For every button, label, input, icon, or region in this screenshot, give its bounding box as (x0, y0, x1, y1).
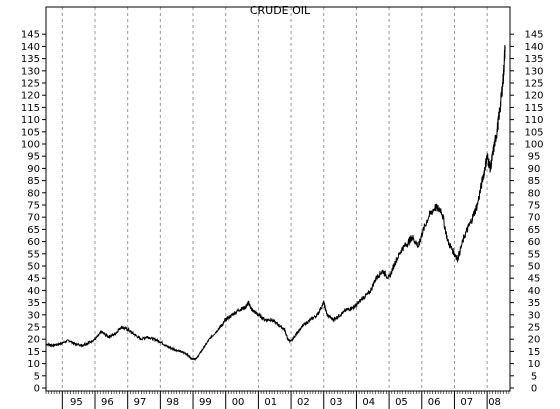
y-tick-label-left: 110 (21, 115, 40, 126)
year-axis: 95 96 97 98 99 00 01 02 03 04 05 06 07 08 (45, 391, 510, 409)
y-tick-label-left: 45 (27, 274, 40, 285)
y-tick-label-right: 105 (524, 127, 543, 138)
y-tick-label-left: 60 (27, 237, 40, 248)
y-tick-label-right: 0 (531, 384, 537, 395)
y-tick-label-right: 75 (528, 201, 541, 212)
y-tick-label-right: 15 (528, 347, 541, 358)
y-tick-label-left: 70 (27, 213, 40, 224)
y-tick-label-right: 50 (528, 262, 541, 273)
y-tick-label-right: 110 (524, 115, 543, 126)
y-tick-label-left: 50 (27, 262, 40, 273)
y-tick-label-left: 130 (21, 66, 40, 77)
y-tick-label-right: 10 (528, 359, 541, 370)
y-tick-label-right: 55 (528, 249, 541, 260)
x-tick-label: 96 (101, 397, 114, 408)
y-tick-label-left: 10 (27, 359, 40, 370)
y-tick-label-right: 20 (528, 335, 541, 346)
x-tick-label: 97 (134, 397, 147, 408)
y-tick-label-left: 100 (21, 140, 40, 151)
y-tick-label-left: 95 (27, 152, 40, 163)
x-tick-label: 04 (362, 397, 375, 408)
y-tick-label-left: 145 (21, 30, 40, 41)
y-tick-label-left: 90 (27, 164, 40, 175)
x-tick-label: 05 (395, 397, 408, 408)
y-tick-label-left: 75 (27, 201, 40, 212)
y-tick-label-right: 70 (528, 213, 541, 224)
y-tick-label-right: 80 (528, 188, 541, 199)
y-tick-label-right: 85 (528, 176, 541, 187)
y-tick-label-right: 35 (528, 298, 541, 309)
plot-frame (45, 6, 511, 392)
y-tick-label-left: 140 (21, 42, 40, 53)
y-tick-label-right: 100 (524, 140, 543, 151)
x-tick-label: 01 (264, 397, 277, 408)
y-tick-label-right: 25 (528, 323, 541, 334)
y-tick-label-right: 5 (531, 371, 537, 382)
y-tick-label-right: 140 (524, 42, 543, 53)
y-tick-label-left: 85 (27, 176, 40, 187)
y-tick-label-left: 80 (27, 188, 40, 199)
y-tick-label-left: 120 (21, 91, 40, 102)
y-tick-label-left: 40 (27, 286, 40, 297)
y-tick-label-left: 0 (34, 384, 40, 395)
y-tick-label-right: 130 (524, 66, 543, 77)
y-tick-label-left: 25 (27, 323, 40, 334)
y-tick-label-left: 15 (27, 347, 40, 358)
y-tick-label-left: 20 (27, 335, 40, 346)
y-tick-label-right: 135 (524, 54, 543, 65)
y-tick-label-right: 30 (528, 310, 541, 321)
y-tick-label-right: 65 (528, 225, 541, 236)
x-tick-label: 00 (232, 397, 245, 408)
y-tick-label-left: 125 (21, 79, 40, 90)
y-tick-label-left: 55 (27, 249, 40, 260)
x-tick-label: 03 (330, 397, 343, 408)
chart-title: CRUDE OIL (250, 4, 311, 17)
price-line (45, 45, 506, 361)
y-tick-label-left: 105 (21, 127, 40, 138)
left-price-axis: 0510152025303540455055606570758085909510… (21, 30, 46, 395)
y-tick-label-right: 40 (528, 286, 541, 297)
right-price-axis: 0510152025303540455055606570758085909510… (510, 30, 544, 395)
vertical-gridlines (61, 7, 488, 391)
x-tick-label: 07 (460, 397, 473, 408)
y-tick-label-right: 60 (528, 237, 541, 248)
x-tick-label: 99 (199, 397, 212, 408)
y-tick-label-right: 115 (524, 103, 543, 114)
x-tick-label: 02 (297, 397, 310, 408)
x-tick-label: 08 (488, 397, 501, 408)
y-tick-label-left: 5 (34, 371, 40, 382)
y-tick-label-right: 45 (528, 274, 541, 285)
y-tick-label-left: 30 (27, 310, 40, 321)
x-tick-label: 98 (166, 397, 179, 408)
y-tick-label-left: 65 (27, 225, 40, 236)
y-tick-label-right: 125 (524, 79, 543, 90)
y-tick-label-left: 35 (27, 298, 40, 309)
y-tick-label-left: 115 (21, 103, 40, 114)
x-tick-label: 95 (70, 397, 83, 408)
y-tick-label-left: 135 (21, 54, 40, 65)
y-tick-label-right: 145 (524, 30, 543, 41)
y-tick-label-right: 120 (524, 91, 543, 102)
x-tick-label: 06 (428, 397, 441, 408)
y-tick-label-right: 90 (528, 164, 541, 175)
y-tick-label-right: 95 (528, 152, 541, 163)
